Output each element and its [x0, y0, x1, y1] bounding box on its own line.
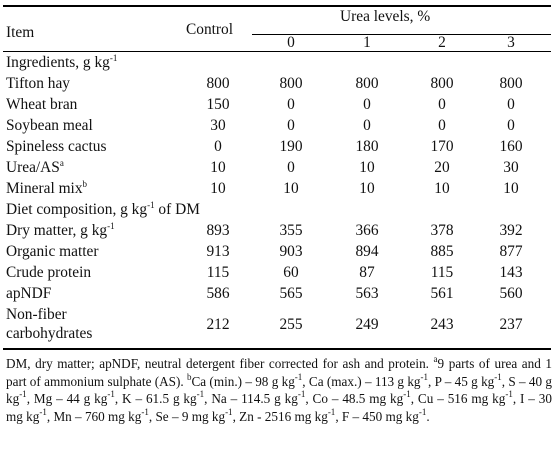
cell-control: 115: [206, 264, 230, 281]
cell-level-2: 20: [434, 159, 450, 176]
row-label-line1: Non-fiber: [6, 306, 67, 323]
cell-level-3: 30: [503, 159, 519, 176]
cell-level-0: 60: [283, 264, 299, 281]
cell-level-2: 170: [430, 138, 454, 155]
row-label: Soybean meal: [6, 117, 93, 134]
cell-level-3: 560: [499, 285, 523, 302]
header-control: Control: [186, 21, 234, 38]
section-ingredients: Ingredients, g kg-1: [6, 53, 118, 72]
cell-control: 800: [206, 75, 230, 92]
cell-level-0: 355: [279, 222, 303, 239]
cell-level-1: 894: [355, 243, 379, 260]
cell-level-1: 366: [355, 222, 379, 239]
cell-level-0: 190: [279, 138, 303, 155]
cell-level-3: 0: [507, 117, 515, 134]
cell-control: 586: [206, 285, 230, 302]
row-label: Tifton hay: [6, 75, 70, 92]
cell-level-2: 243: [430, 316, 454, 333]
cell-level-3: 143: [499, 264, 523, 281]
cell-level-1: 10: [359, 180, 375, 197]
cell-level-1: 800: [355, 75, 379, 92]
cell-level-0: 0: [287, 159, 295, 176]
row-label: Urea/ASa: [6, 158, 64, 177]
table-bottom-rule: [3, 348, 551, 350]
top-rule: [3, 5, 551, 7]
cell-level-0: 565: [279, 285, 303, 302]
cell-level-1: 10: [359, 159, 375, 176]
row-label: Spineless cactus: [6, 138, 107, 155]
cell-level-1: 563: [355, 285, 379, 302]
cell-level-1: 249: [355, 316, 379, 333]
row-label: Crude protein: [6, 264, 92, 281]
cell-control: 10: [210, 180, 226, 197]
cell-level-1: 0: [363, 117, 371, 134]
cell-control: 10: [210, 159, 226, 176]
section-diet-composition: Diet composition, g kg-1 of DM: [6, 200, 200, 219]
cell-level-3: 0: [507, 96, 515, 113]
cell-control: 913: [206, 243, 230, 260]
cell-level-3: 237: [499, 316, 523, 333]
cell-level-3: 392: [499, 222, 523, 239]
cell-control: 893: [206, 222, 230, 239]
table-footnote: DM, dry matter; apNDF, neutral detergent…: [6, 354, 552, 424]
cell-level-3: 160: [499, 138, 523, 155]
cell-level-3: 800: [499, 75, 523, 92]
cell-level-2: 561: [430, 285, 454, 302]
header-level-0: 0: [287, 34, 295, 51]
cell-control: 30: [210, 117, 226, 134]
cell-control: 150: [206, 96, 230, 113]
cell-level-2: 10: [434, 180, 450, 197]
cell-level-2: 115: [430, 264, 454, 281]
row-label: Wheat bran: [6, 96, 78, 113]
header-level-3: 3: [507, 34, 515, 51]
row-label: Mineral mixb: [6, 179, 88, 198]
urea-levels-rule: [252, 34, 551, 35]
cell-level-0: 800: [279, 75, 303, 92]
cell-level-1: 180: [355, 138, 379, 155]
header-item: Item: [6, 24, 35, 41]
row-label: Dry matter, g kg-1: [6, 221, 115, 240]
header-level-2: 2: [438, 34, 446, 51]
row-label-line2: carbohydrates: [6, 325, 93, 342]
cell-level-3: 877: [499, 243, 523, 260]
cell-level-2: 885: [430, 243, 454, 260]
cell-level-0: 255: [279, 316, 303, 333]
cell-level-0: 903: [279, 243, 303, 260]
row-label: Organic matter: [6, 243, 99, 260]
cell-control: 212: [206, 316, 230, 333]
cell-level-2: 800: [430, 75, 454, 92]
row-label: apNDF: [6, 285, 52, 302]
cell-level-0: 0: [287, 117, 295, 134]
cell-level-1: 0: [363, 96, 371, 113]
header-bottom-rule: [3, 51, 551, 52]
cell-level-1: 87: [359, 264, 375, 281]
cell-level-0: 0: [287, 96, 295, 113]
cell-level-0: 10: [283, 180, 299, 197]
cell-level-2: 378: [430, 222, 454, 239]
cell-level-2: 0: [438, 96, 446, 113]
cell-level-3: 10: [503, 180, 519, 197]
cell-control: 0: [214, 138, 222, 155]
header-urea-levels: Urea levels, %: [340, 8, 431, 25]
cell-level-2: 0: [438, 117, 446, 134]
header-level-1: 1: [363, 34, 371, 51]
